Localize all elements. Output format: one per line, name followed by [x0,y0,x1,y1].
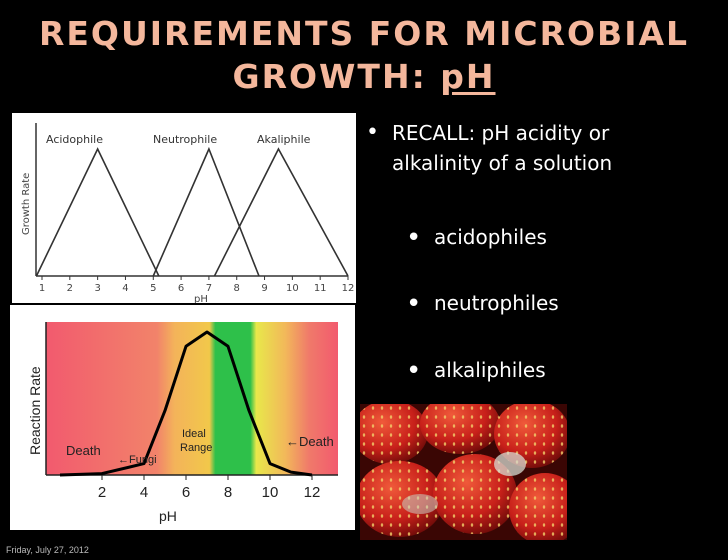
reaction-rate-curve [59,330,313,477]
annotation-death-right-label: Death [299,434,334,449]
x-tick-label: 4 [122,283,128,294]
x-tick-label: 5 [150,283,156,294]
x-tick-label: 6 [182,484,190,501]
bullet-dot: • [406,356,422,386]
x-tick-label: 3 [94,283,100,294]
bullet-recall: • RECALL: pH acidity or alkalinity of a … [366,118,612,178]
title-line-2: GROWTH: pH [0,55,728,98]
legend-akaliphile: Akaliphile [257,133,311,146]
recall-line-1: RECALL: pH acidity or [392,121,610,145]
x-tick-label: 6 [178,283,184,294]
x-tick-label: 12 [342,283,355,294]
growth-rate-chart-panel: Growth Rate Acidophile Neutrophile Akali… [12,113,356,305]
annotation-range: Range [180,442,212,454]
annotation-death-left: Death [66,443,101,458]
footer-date: Friday, July 27, 2012 [6,545,89,555]
annotation-fungi-label: Fungi [129,454,157,466]
x-tick-label: 11 [314,283,327,294]
annotation-fungi: ←Fungi [118,454,157,466]
strawberries-image [360,404,567,540]
x-tick-label: 10 [262,484,279,501]
growth-rate-chart: Growth Rate Acidophile Neutrophile Akali… [21,123,355,305]
sub-bullet-label: acidophiles [434,225,547,249]
reaction-rate-chart-panel: Reaction Rate 2 4 6 8 10 12 Death ←Fungi Idea… [10,305,355,530]
growth-curve-akaliphile [213,147,349,277]
bullet-dot: • [406,223,422,253]
x-axis-label: pH [194,294,208,303]
x-tick-label: 9 [261,283,267,294]
x-tick-label: 8 [224,484,232,501]
title-line-1: REQUIREMENTS FOR MICROBIAL [38,14,690,53]
sub-bullet-label: neutrophiles [434,291,559,315]
sub-bullet-label: alkaliphiles [434,358,546,382]
x-tick-label: 4 [140,484,148,501]
x-tick-label: 1 [39,283,45,294]
y-axis-label-2: Reaction Rate [27,366,43,455]
strawberry-shapes [360,404,567,540]
annotation-ideal: Ideal [182,428,206,440]
ph-gradient-background [46,322,338,475]
x-tick-label: 12 [304,484,321,501]
x-tick-label: 8 [234,283,240,294]
slide-title: REQUIREMENTS FOR MICROBIAL GROWTH: pH [0,12,728,98]
sub-bullet-neutrophiles: • neutrophiles [406,289,559,319]
bullet-dot: • [366,120,379,145]
x-axis-label-2: pH [159,508,177,524]
y-axis-label: Growth Rate [21,173,32,235]
reaction-rate-chart: Reaction Rate 2 4 6 8 10 12 Death ←Fungi Idea… [27,322,338,524]
sub-bullet-alkaliphiles: • alkaliphiles [406,356,546,386]
recall-line-2: alkalinity of a solution [392,151,613,175]
title-line-2-prefix: GROWTH: [232,57,441,96]
growth-curve-neutrophile [152,146,260,277]
legend-acidophile: Acidophile [46,133,103,146]
x-tick-label: 2 [98,484,106,501]
annotation-death-right: ←Death [286,434,334,449]
x-tick-label: 7 [206,283,212,294]
x-tick-label: 10 [286,283,299,294]
bullet-dot: • [406,289,422,319]
growth-curve-acidophile [35,147,160,277]
title-ph-underlined: pH [440,57,496,96]
sub-bullet-acidophiles: • acidophiles [406,223,547,253]
x-tick-label: 2 [67,283,73,294]
legend-neutrophile: Neutrophile [153,133,217,146]
